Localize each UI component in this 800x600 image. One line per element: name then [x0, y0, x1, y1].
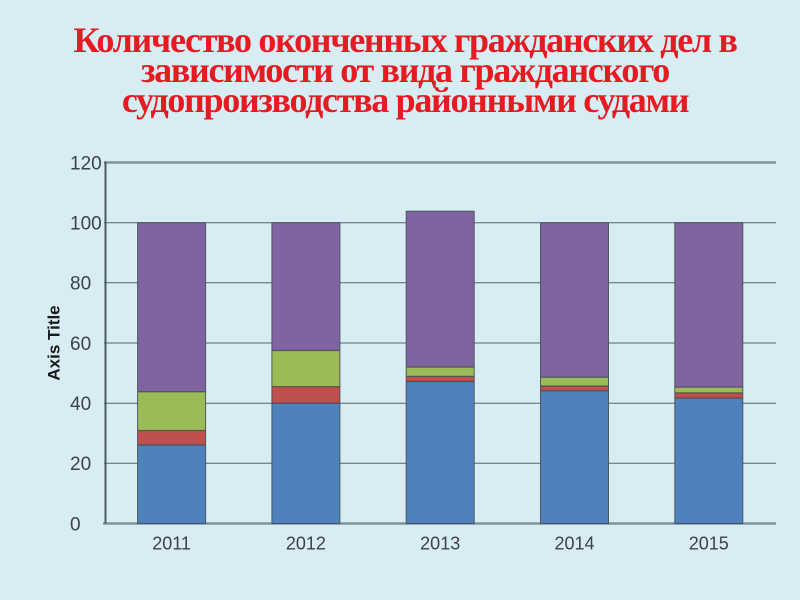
svg-text:2013: 2013 [420, 534, 460, 554]
svg-text:Axis Title: Axis Title [45, 305, 64, 380]
svg-text:2014: 2014 [554, 534, 594, 554]
svg-text:60: 60 [70, 334, 91, 355]
svg-text:0: 0 [70, 514, 81, 535]
svg-text:20: 20 [70, 454, 91, 475]
svg-text:40: 40 [70, 394, 91, 415]
svg-text:80: 80 [70, 274, 91, 295]
svg-text:2012: 2012 [286, 534, 326, 554]
svg-text:2015: 2015 [689, 534, 729, 554]
svg-text:2011: 2011 [152, 534, 191, 554]
svg-text:120: 120 [70, 153, 102, 174]
svg-text:100: 100 [70, 214, 102, 235]
